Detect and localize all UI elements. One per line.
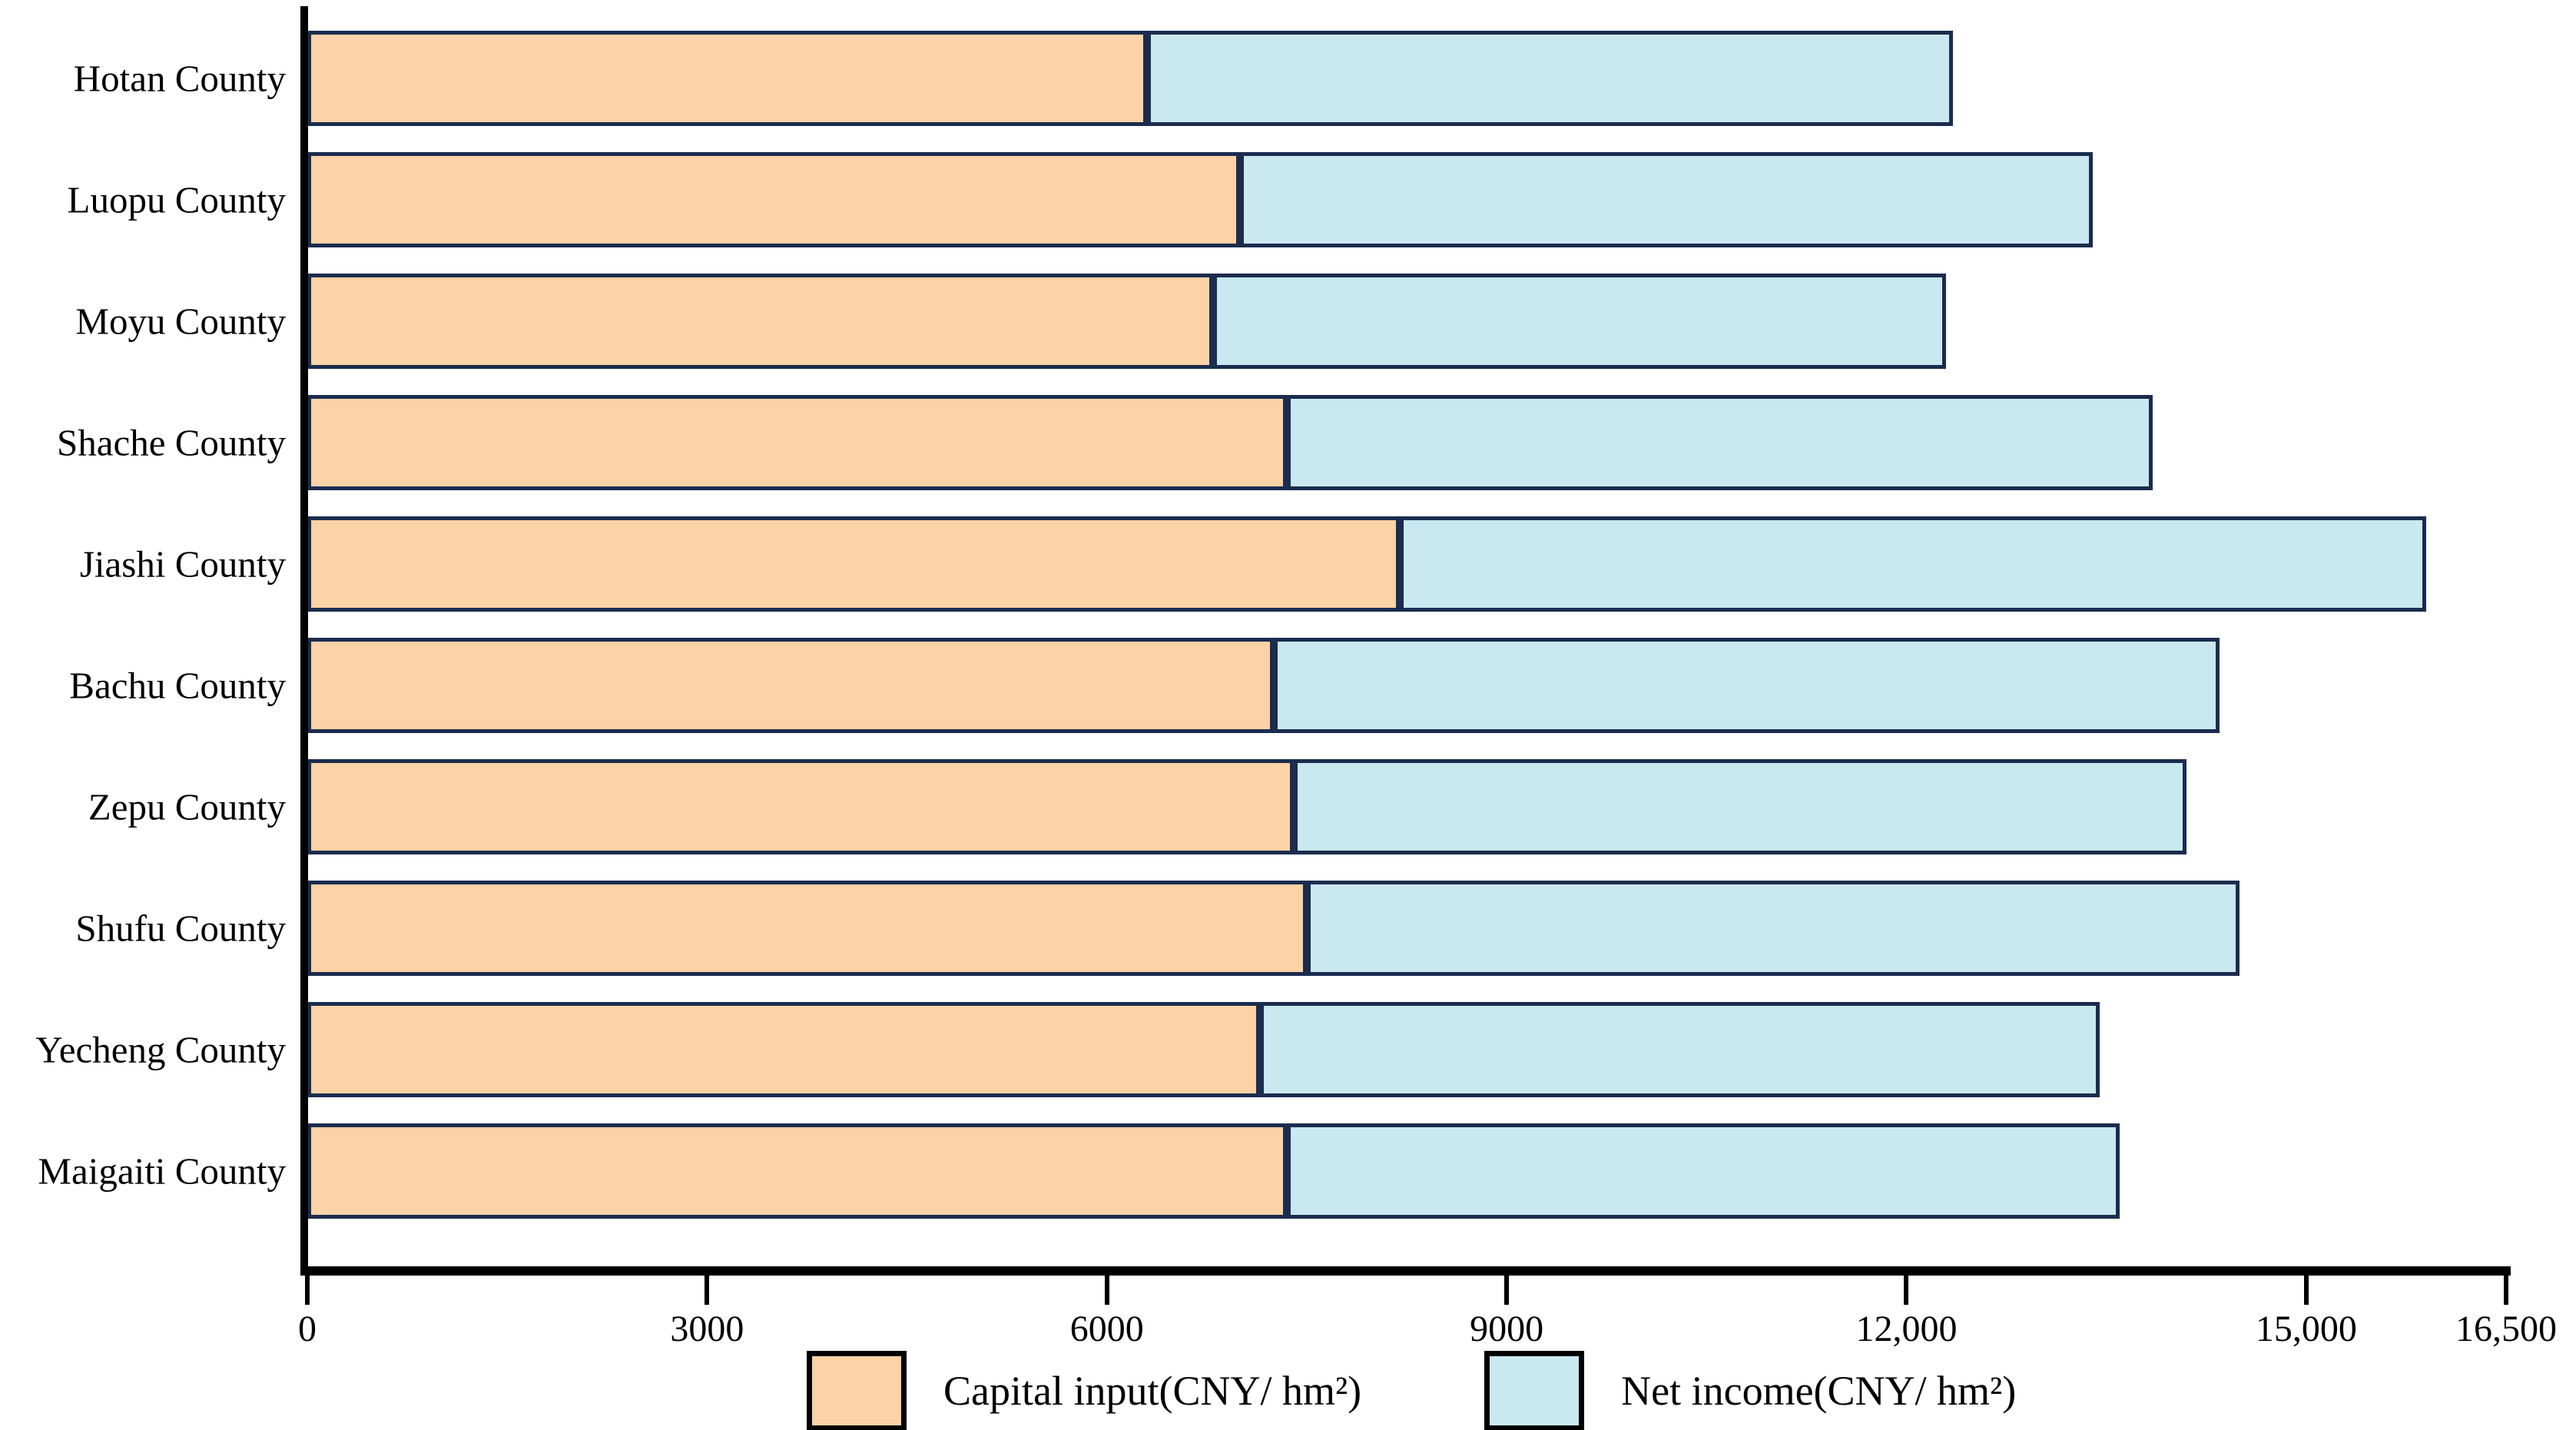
- y-axis-category-label: Jiashi County: [79, 542, 286, 586]
- x-axis-tick-mark: [1504, 1276, 1510, 1305]
- bar-row: [307, 516, 2426, 612]
- capital-input-segment: [307, 881, 1307, 976]
- capital-input-segment: [307, 1123, 1287, 1219]
- capital-input-segment: [307, 274, 1214, 369]
- net-income-segment: [1213, 274, 1947, 369]
- y-axis-category-label: Shache County: [56, 421, 286, 464]
- capital-input-segment: [307, 152, 1241, 247]
- net-income-segment: [1286, 1123, 2120, 1219]
- bar-row: [307, 274, 1947, 369]
- x-axis-tick-label: 15,000: [2255, 1309, 2357, 1349]
- y-axis-category-label: Yecheng County: [35, 1028, 286, 1071]
- capital-input-segment: [307, 395, 1287, 490]
- x-axis-tick-mark: [1104, 1276, 1109, 1305]
- y-axis-line: [300, 6, 308, 1276]
- legend-swatch-capital-input: [807, 1351, 907, 1430]
- net-income-segment: [1146, 31, 1954, 126]
- capital-input-segment: [307, 1002, 1261, 1097]
- net-income-segment: [1293, 759, 2186, 854]
- y-axis-category-label: Moyu County: [75, 300, 286, 343]
- x-axis-tick-mark: [305, 1276, 310, 1305]
- capital-input-segment: [307, 759, 1294, 854]
- net-income-segment: [1273, 638, 2220, 733]
- x-axis-tick-label: 3000: [670, 1309, 744, 1349]
- bar-row: [307, 31, 1954, 126]
- bar-row: [307, 759, 2186, 854]
- x-axis-tick-label: 9000: [1470, 1309, 1544, 1349]
- capital-input-segment: [307, 31, 1147, 126]
- net-income-segment: [1240, 152, 2094, 247]
- y-axis-category-label: Bachu County: [69, 664, 286, 707]
- legend-item-capital-input: Capital input(CNY/ hm²): [807, 1351, 1361, 1430]
- legend-label-net-income: Net income(CNY/ hm²): [1621, 1368, 2017, 1414]
- legend-label-capital-input: Capital input(CNY/ hm²): [943, 1368, 1362, 1414]
- x-axis-tick-label: 6000: [1069, 1309, 1144, 1349]
- x-axis-tick-mark: [2504, 1276, 2508, 1305]
- bar-row: [307, 638, 2220, 733]
- bar-row: [307, 881, 2240, 976]
- x-axis-tick-label: 12,000: [1855, 1309, 1958, 1349]
- bar-row: [307, 1002, 2100, 1097]
- y-axis-category-label: Luopu County: [67, 178, 286, 221]
- x-axis-tick-mark: [2303, 1276, 2309, 1305]
- x-axis-line: [300, 1266, 2511, 1276]
- y-axis-category-label: Maigaiti County: [38, 1150, 286, 1193]
- net-income-segment: [1286, 395, 2153, 490]
- capital-input-segment: [307, 516, 1401, 612]
- net-income-segment: [1306, 881, 2240, 976]
- y-axis-category-label: Hotan County: [73, 57, 286, 100]
- x-axis-tick-label: 16,500: [2455, 1309, 2557, 1349]
- legend-swatch-net-income: [1484, 1351, 1585, 1430]
- legend-item-net-income: Net income(CNY/ hm²): [1484, 1351, 2016, 1430]
- y-axis-category-label: Zepu County: [88, 785, 286, 828]
- net-income-segment: [1400, 516, 2426, 612]
- x-axis-tick-mark: [1904, 1276, 1909, 1305]
- net-income-segment: [1260, 1002, 2100, 1097]
- bar-row: [307, 1123, 2120, 1219]
- bar-row: [307, 152, 2094, 247]
- capital-input-segment: [307, 638, 1274, 733]
- x-axis-tick-mark: [705, 1276, 710, 1305]
- bar-row: [307, 395, 2153, 490]
- x-axis-tick-label: 0: [298, 1309, 317, 1349]
- legend: Capital input(CNY/ hm²) Net income(CNY/ …: [807, 1351, 2016, 1430]
- y-axis-category-label: Shufu County: [75, 907, 286, 950]
